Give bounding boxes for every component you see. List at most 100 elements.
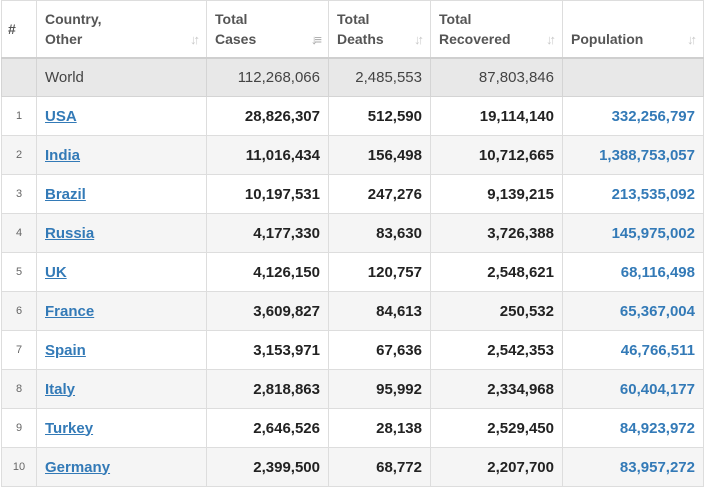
country-cell: Russia xyxy=(36,213,207,253)
header-country[interactable]: Country, Other ↓↑ xyxy=(36,0,207,59)
total-recovered-cell: 19,114,140 xyxy=(430,96,563,136)
total-recovered-cell: 9,139,215 xyxy=(430,174,563,214)
header-recovered-label-1: Total xyxy=(439,10,472,27)
total-recovered-cell: 250,532 xyxy=(430,291,563,331)
header-country-label-2: Other xyxy=(45,30,83,47)
country-link[interactable]: Brazil xyxy=(45,185,86,203)
rank-cell: 6 xyxy=(1,291,37,331)
header-total-recovered[interactable]: Total Recovered ↓↑ xyxy=(430,0,563,59)
population-cell: 46,766,511 xyxy=(562,330,704,370)
rank-cell: 3 xyxy=(1,174,37,214)
rank-cell: 7 xyxy=(1,330,37,370)
header-rank-label: # xyxy=(8,20,16,37)
total-deaths-cell: 247,276 xyxy=(328,174,431,214)
header-population[interactable]: Population ↓↑ xyxy=(562,0,704,59)
total-cases-cell: 3,609,827 xyxy=(206,291,329,331)
country-cell: Brazil xyxy=(36,174,207,214)
table-row-uk: 5 UK 4,126,150 120,757 2,548,621 68,116,… xyxy=(1,252,704,292)
rank-cell: 5 xyxy=(1,252,37,292)
population-cell: 145,975,002 xyxy=(562,213,704,253)
table-row-italy: 8 Italy 2,818,863 95,992 2,334,968 60,40… xyxy=(1,369,704,409)
country-cell: Spain xyxy=(36,330,207,370)
rank-cell: 1 xyxy=(1,96,37,136)
world-row: World 112,268,066 2,485,553 87,803,846 xyxy=(1,57,704,97)
rank-cell: 10 xyxy=(1,447,37,487)
total-deaths-cell: 95,992 xyxy=(328,369,431,409)
table-row-brazil: 3 Brazil 10,197,531 247,276 9,139,215 21… xyxy=(1,174,704,214)
rank-cell: 2 xyxy=(1,135,37,175)
total-cases-cell: 3,153,971 xyxy=(206,330,329,370)
world-total-deaths: 2,485,553 xyxy=(328,57,431,97)
country-cell: Turkey xyxy=(36,408,207,448)
population-cell: 65,367,004 xyxy=(562,291,704,331)
total-recovered-cell: 2,334,968 xyxy=(430,369,563,409)
world-population xyxy=(562,57,704,97)
total-recovered-cell: 2,207,700 xyxy=(430,447,563,487)
total-deaths-cell: 512,590 xyxy=(328,96,431,136)
population-cell: 68,116,498 xyxy=(562,252,704,292)
country-link[interactable]: Turkey xyxy=(45,419,94,437)
country-link[interactable]: UK xyxy=(45,263,67,281)
country-cell: Italy xyxy=(36,369,207,409)
total-deaths-cell: 68,772 xyxy=(328,447,431,487)
header-cases-label-1: Total xyxy=(215,10,248,27)
total-recovered-cell: 2,548,621 xyxy=(430,252,563,292)
total-cases-cell: 28,826,307 xyxy=(206,96,329,136)
table-row-spain: 7 Spain 3,153,971 67,636 2,542,353 46,76… xyxy=(1,330,704,370)
header-recovered-label-2: Recovered xyxy=(439,30,511,47)
world-total-cases: 112,268,066 xyxy=(206,57,329,97)
table-row-russia: 4 Russia 4,177,330 83,630 3,726,388 145,… xyxy=(1,213,704,253)
rank-cell: 8 xyxy=(1,369,37,409)
rank-cell: 9 xyxy=(1,408,37,448)
sort-arrows-icon[interactable]: ↓↑ xyxy=(687,32,697,47)
total-deaths-cell: 120,757 xyxy=(328,252,431,292)
world-name: World xyxy=(36,57,207,97)
total-recovered-cell: 3,726,388 xyxy=(430,213,563,253)
header-total-deaths[interactable]: Total Deaths ↓↑ xyxy=(328,0,431,59)
population-cell: 332,256,797 xyxy=(562,96,704,136)
total-deaths-cell: 67,636 xyxy=(328,330,431,370)
table-row-turkey: 9 Turkey 2,646,526 28,138 2,529,450 84,9… xyxy=(1,408,704,448)
header-population-label: Population xyxy=(571,30,644,47)
population-cell: 60,404,177 xyxy=(562,369,704,409)
country-link[interactable]: Italy xyxy=(45,380,76,398)
country-link[interactable]: USA xyxy=(45,107,77,125)
sort-arrows-icon[interactable]: ↓↑ xyxy=(546,32,556,47)
rank-cell: 4 xyxy=(1,213,37,253)
total-cases-cell: 10,197,531 xyxy=(206,174,329,214)
table-row-usa: 1 USA 28,826,307 512,590 19,114,140 332,… xyxy=(1,96,704,136)
country-link[interactable]: India xyxy=(45,146,81,164)
total-cases-cell: 2,399,500 xyxy=(206,447,329,487)
country-cell: Germany xyxy=(36,447,207,487)
country-cell: UK xyxy=(36,252,207,292)
population-cell: 83,957,272 xyxy=(562,447,704,487)
sort-arrows-icon[interactable]: ↓↑ xyxy=(190,32,200,47)
table-row-france: 6 France 3,609,827 84,613 250,532 65,367… xyxy=(1,291,704,331)
population-cell: 1,388,753,057 xyxy=(562,135,704,175)
total-cases-cell: 2,818,863 xyxy=(206,369,329,409)
header-total-cases[interactable]: Total Cases ↓≡ xyxy=(206,0,329,59)
country-link[interactable]: France xyxy=(45,302,95,320)
total-cases-cell: 2,646,526 xyxy=(206,408,329,448)
sort-arrows-icon[interactable]: ↓↑ xyxy=(414,32,424,47)
sort-descending-icon[interactable]: ↓≡ xyxy=(310,32,322,47)
total-cases-cell: 11,016,434 xyxy=(206,135,329,175)
total-recovered-cell: 2,529,450 xyxy=(430,408,563,448)
total-deaths-cell: 83,630 xyxy=(328,213,431,253)
total-deaths-cell: 156,498 xyxy=(328,135,431,175)
total-cases-cell: 4,177,330 xyxy=(206,213,329,253)
header-rank[interactable]: # xyxy=(1,0,37,59)
population-cell: 84,923,972 xyxy=(562,408,704,448)
world-total-recovered: 87,803,846 xyxy=(430,57,563,97)
total-recovered-cell: 10,712,665 xyxy=(430,135,563,175)
country-link[interactable]: Spain xyxy=(45,341,86,359)
country-link[interactable]: Russia xyxy=(45,224,95,242)
country-link[interactable]: Germany xyxy=(45,458,111,476)
total-recovered-cell: 2,542,353 xyxy=(430,330,563,370)
total-deaths-cell: 84,613 xyxy=(328,291,431,331)
total-deaths-cell: 28,138 xyxy=(328,408,431,448)
world-rank xyxy=(1,57,37,97)
header-cases-label-2: Cases xyxy=(215,30,257,47)
header-deaths-label-2: Deaths xyxy=(337,30,384,47)
